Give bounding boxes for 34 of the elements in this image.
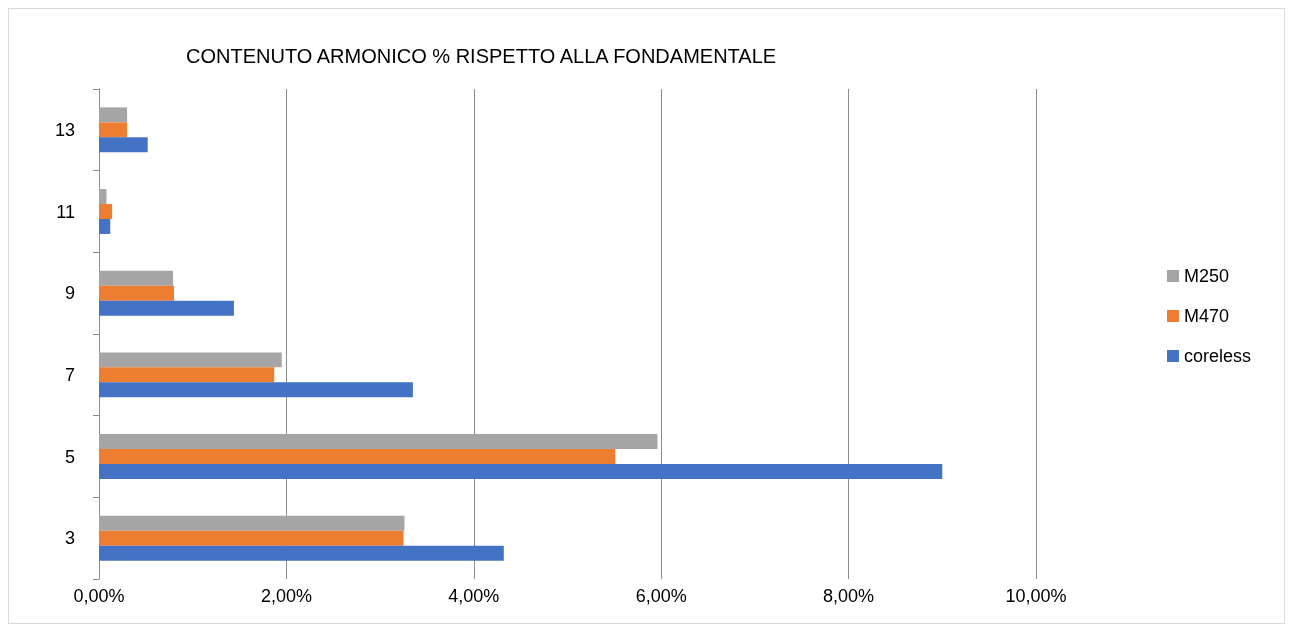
y-tick-label: 13 [54, 119, 75, 140]
x-tick-label: 6,00% [635, 586, 687, 606]
y-tick-label: 7 [64, 364, 75, 385]
bar [99, 300, 234, 316]
bar [99, 545, 504, 561]
legend-label: M470 [1183, 306, 1230, 326]
bar [99, 270, 174, 286]
bar [99, 352, 282, 368]
bar [99, 463, 943, 479]
legend-label: M250 [1183, 266, 1230, 286]
bar [99, 107, 128, 123]
bar [99, 382, 413, 398]
bar [99, 367, 275, 383]
bar [99, 434, 658, 450]
y-tick-label: 9 [64, 283, 75, 304]
bar [99, 189, 107, 205]
bar [99, 449, 616, 464]
x-tick-label: 10,00% [1005, 586, 1067, 606]
y-tick-label: 5 [64, 446, 75, 467]
x-tick-label: 0,00% [73, 586, 125, 606]
bar [99, 204, 113, 219]
chart-title: CONTENUTO ARMONICO % RISPETTO ALLA FONDAMENTALE [186, 45, 777, 67]
bar [99, 122, 128, 138]
legend-label: coreless [1183, 346, 1252, 366]
y-tick-label: 11 [56, 201, 75, 222]
bar [99, 530, 404, 546]
bar [99, 285, 174, 301]
bar [99, 218, 111, 234]
x-tick-label: 2,00% [260, 586, 312, 606]
x-tick-label: 8,00% [823, 586, 875, 606]
bar [99, 515, 405, 531]
x-tick-label: 4,00% [448, 586, 500, 606]
y-tick-label: 3 [64, 528, 75, 549]
bar [99, 137, 148, 153]
